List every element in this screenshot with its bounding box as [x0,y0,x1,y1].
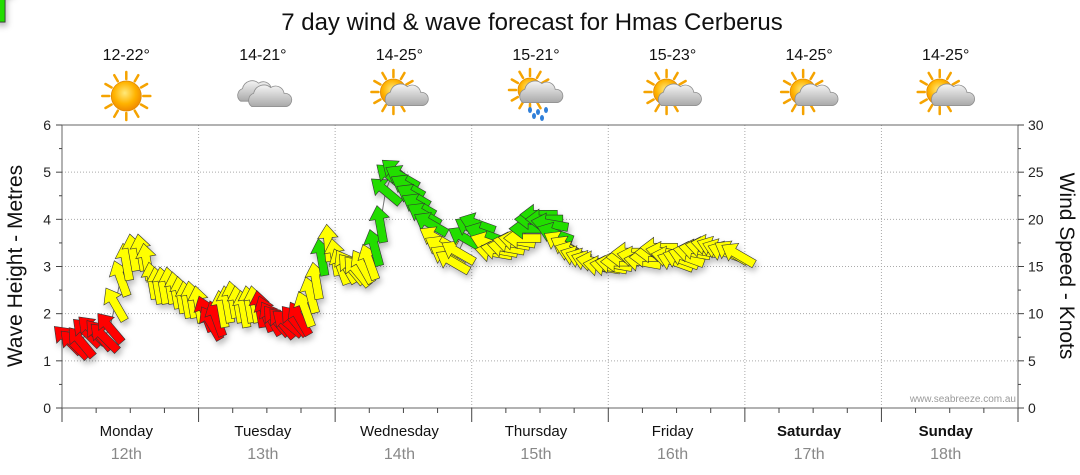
day-temperature: 14-25° [785,47,832,64]
left-axis-tick-label: 3 [43,259,51,275]
left-axis-tick-label: 1 [43,353,51,369]
wind-arrow [368,205,390,244]
day-headers: 12-22° 14-21° 14-25° 15-21° 15-23° 14-25° 14-2… [101,47,975,122]
cloudy-icon [237,80,293,107]
plot-grid [62,125,1018,408]
partly-cloudy-icon [643,68,702,116]
day-temperature: 12-22° [103,47,150,64]
right-axis: 0 5 10 15 20 25 30 [1018,117,1044,416]
day-date-label: 13th [247,446,278,463]
right-axis-tick-label: 10 [1028,306,1044,322]
cloud-shape [384,83,429,106]
day-temperature: 14-25° [376,47,423,64]
day-date-label: 17th [794,446,825,463]
day-temperature: 15-21° [512,47,559,64]
wind-arrow [441,240,477,266]
day-name-label: Wednesday [360,423,439,440]
day-date-label: 18th [930,446,961,463]
day-temperature: 14-25° [922,47,969,64]
left-axis-tick-label: 4 [43,211,51,227]
sun-rays [643,68,690,116]
left-axis-tick-label: 6 [43,117,51,133]
wind-arrow [370,178,404,207]
wind-arrow [721,242,757,269]
right-axis-tick-label: 0 [1028,400,1036,416]
cloud-shape [931,83,975,106]
sunny-icon [101,70,152,122]
partly-cloudy-icon [779,68,839,116]
day-name-label: Sunday [919,423,974,440]
right-axis-tick-label: 30 [1028,117,1044,133]
rain-drops [528,107,548,121]
day-name-label: Tuesday [234,423,291,440]
watermark: www.seabreeze.com.au [909,394,1016,405]
right-axis-label: Wind Speed - Knots [1055,173,1078,360]
wind-arrow [103,287,129,323]
day-name-label: Friday [652,423,694,440]
left-axis-tick-label: 0 [43,400,51,416]
cloud-shape [658,83,702,106]
left-axis-tick-label: 5 [43,164,51,180]
sun-disc [110,80,142,112]
day-name-label: Thursday [505,423,568,440]
sun-rays [101,70,152,122]
left-axis-tick-label: 2 [43,306,51,322]
right-axis-tick-label: 5 [1028,353,1036,369]
cloud-shape [248,84,293,107]
day-name-label: Monday [100,423,154,440]
day-temperature: 14-21° [239,47,286,64]
right-axis-tick-label: 25 [1028,164,1044,180]
day-date-label: 12th [111,446,142,463]
chart-title: 7 day wind & wave forecast for Hmas Cerb… [281,9,783,36]
left-axis-label: Wave Height - Metres [4,165,27,367]
day-date-label: 14th [384,446,415,463]
wind-arrow [97,313,126,346]
sun-cloud-rain-icon [507,67,564,121]
wind-arrows [0,0,757,361]
right-axis-tick-label: 20 [1028,211,1044,227]
partly-cloudy-icon [916,68,975,116]
day-temperature: 15-23° [649,47,696,64]
cloud-shape [519,80,564,103]
day-date-label: 16th [657,446,688,463]
right-axis-tick-label: 15 [1028,259,1044,275]
cloud-shape [794,83,839,106]
day-date-label: 15th [520,446,551,463]
partly-cloudy-icon [370,68,429,116]
day-name-label: Saturday [777,423,842,440]
day-labels: Monday 12th Tuesday 13th Wednesday 14th Thursd… [61,408,1019,463]
left-axis: 0 1 2 3 4 5 6 [43,117,62,416]
wind-arrow [0,0,6,23]
